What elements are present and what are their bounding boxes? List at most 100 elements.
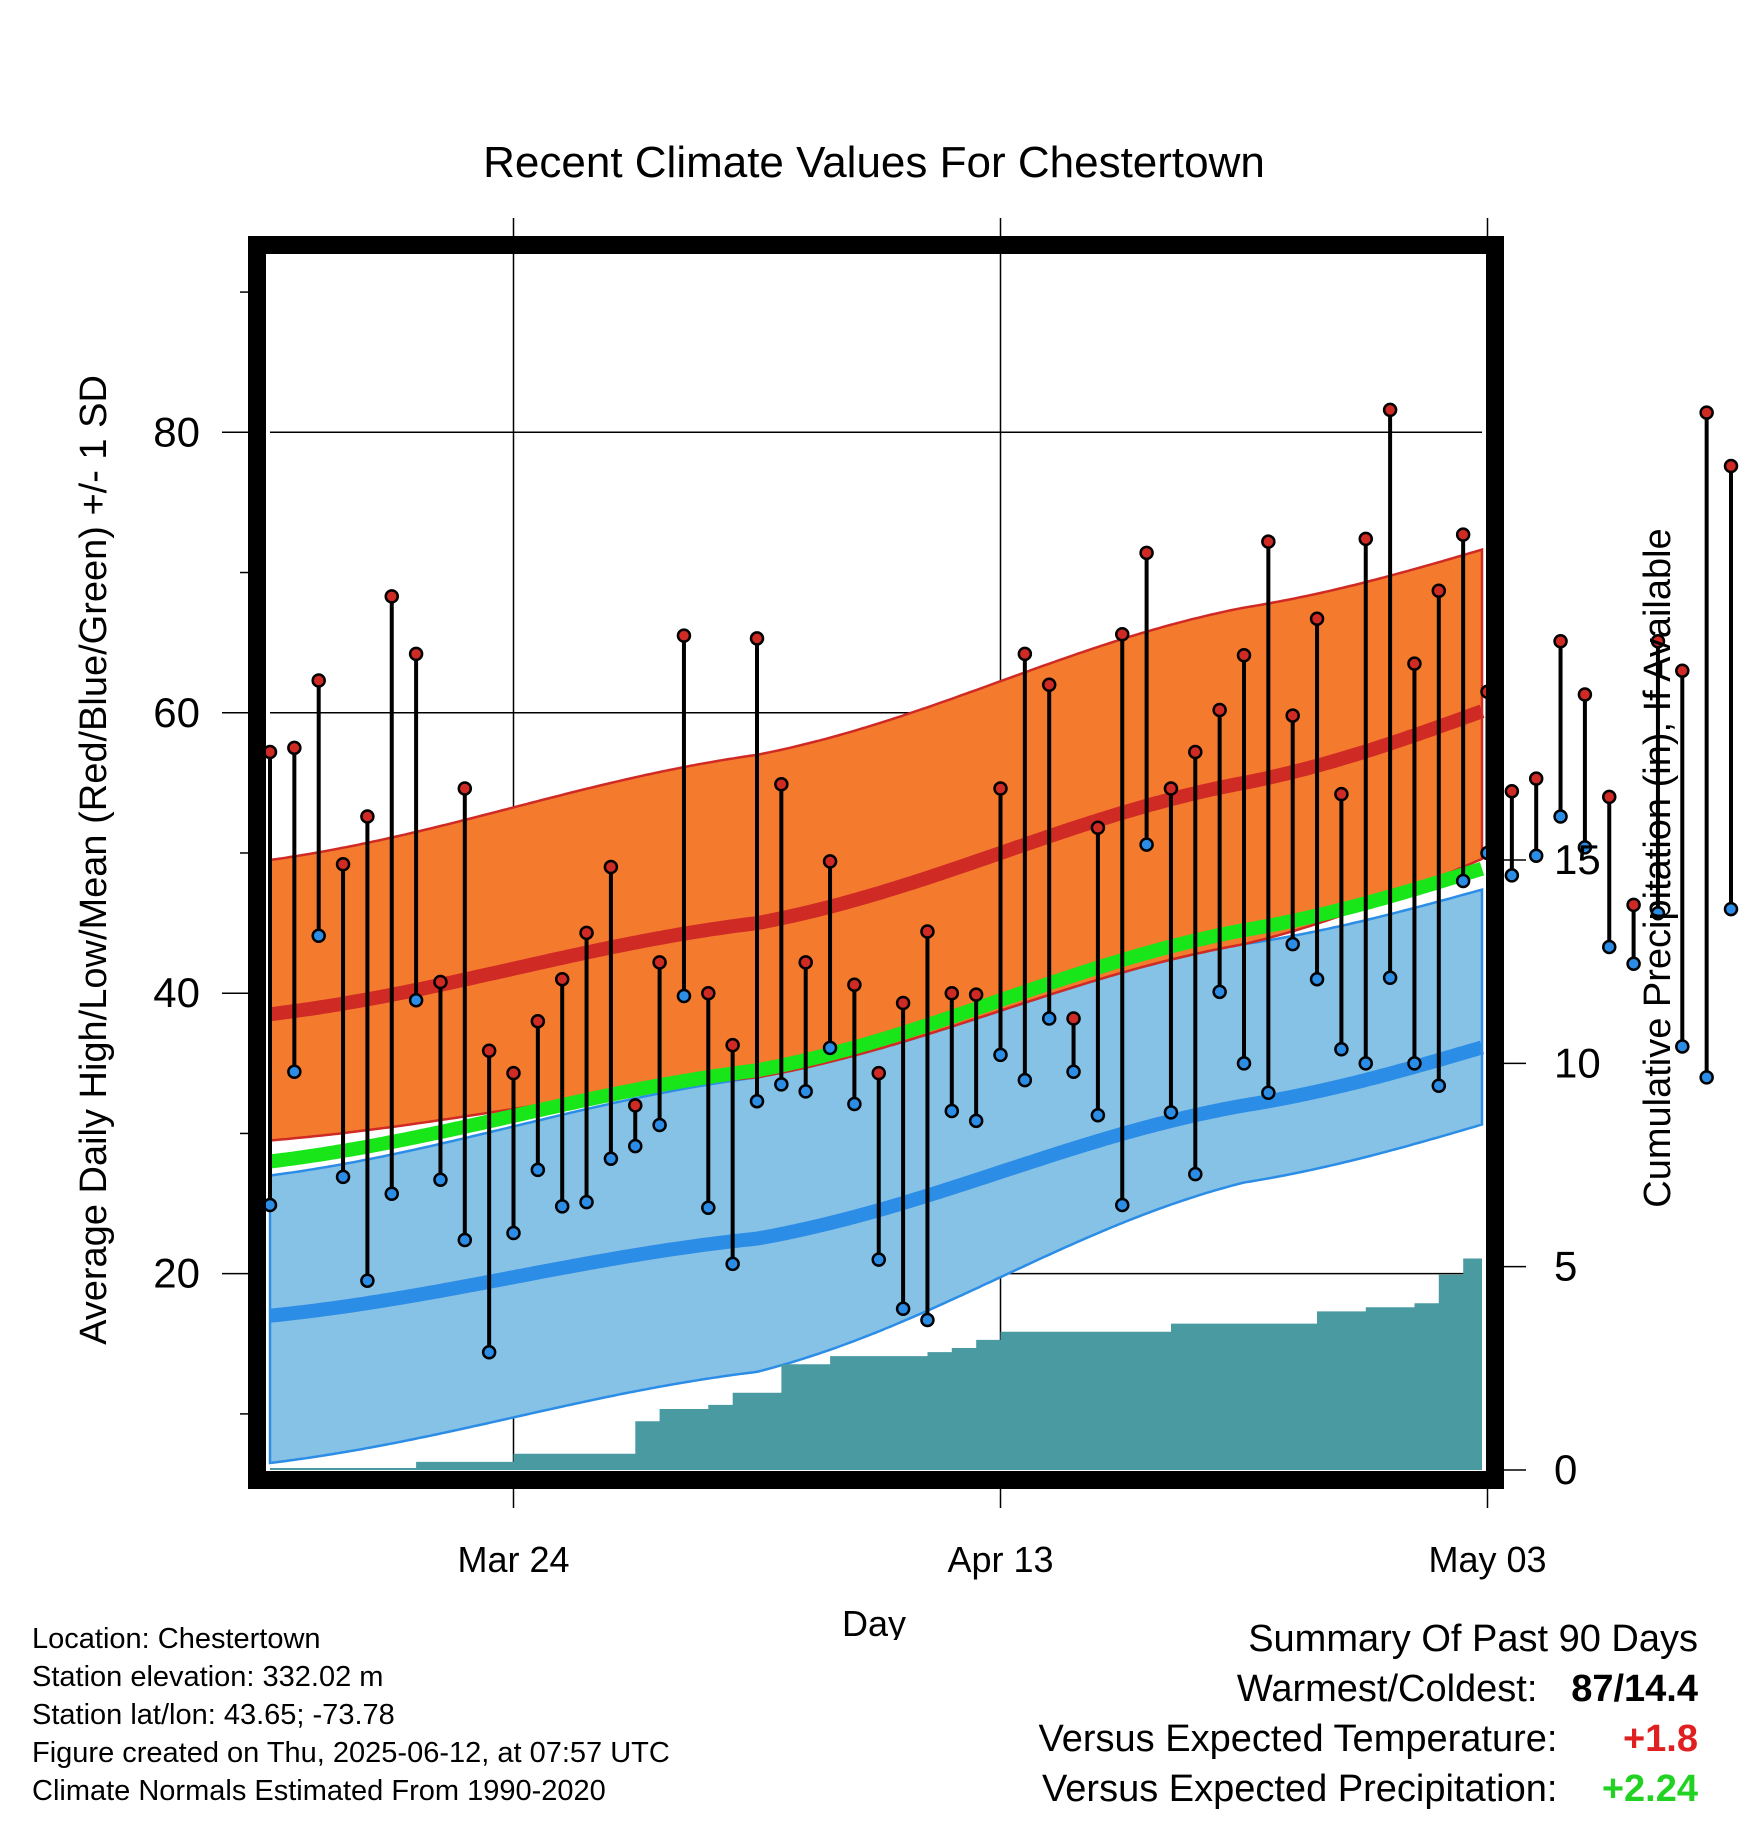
obs-low-point: [847, 1096, 862, 1112]
x-tick-label: Apr 13: [947, 1539, 1053, 1580]
obs-low-point: [1650, 906, 1666, 921]
obs-low-point: [1553, 809, 1568, 824]
obs-low-point: [1188, 1166, 1203, 1182]
obs-low-point: [554, 1199, 570, 1214]
footer-latlon: Station lat/lon: 43.65; -73.78: [32, 1699, 395, 1731]
obs-high-point: [579, 925, 594, 941]
obs-high-point: [311, 673, 326, 688]
obs-low-point: [920, 1312, 935, 1328]
obs-high-point: [481, 1043, 497, 1058]
obs-high-point: [1188, 744, 1203, 760]
low-sd-band: [268, 887, 1484, 1465]
y-axis-label: Average Daily High/Low/Mean (Red/Blue/Gr…: [73, 375, 115, 1345]
obs-high-point: [603, 859, 619, 875]
obs-low-point: [408, 992, 424, 1008]
obs-high-point: [676, 628, 692, 643]
x-tick-label: May 03: [1428, 1539, 1546, 1580]
obs-low-point: [1504, 868, 1520, 883]
obs-low-point: [628, 1138, 643, 1154]
obs-high-point: [895, 995, 911, 1011]
obs-low-point: [895, 1301, 911, 1316]
summary-precip: Versus Expected Precipitation: +2.24: [1042, 1768, 1698, 1811]
obs-high-point: [701, 985, 716, 1001]
summary-temp-value: +1.8: [1622, 1718, 1698, 1760]
summary-heading: Summary Of Past 90 Days: [1248, 1618, 1698, 1660]
obs-low-point: [1017, 1072, 1033, 1088]
y-tick-label: 80: [153, 408, 200, 455]
obs-low-point: [1675, 1039, 1690, 1054]
obs-high-point: [1334, 786, 1349, 802]
footer-created: Figure created on Thu, 2025-06-12, at 07…: [32, 1737, 670, 1769]
obs-high-point: [1017, 646, 1033, 662]
obs-high-point: [1212, 702, 1227, 718]
obs-high-point: [968, 987, 984, 1002]
obs-high-point: [1504, 784, 1520, 799]
chart-title: Recent Climate Values For Chestertown: [483, 138, 1265, 187]
y-tick-label: 60: [153, 689, 200, 736]
obs-high-point: [1382, 402, 1398, 418]
obs-high-point: [749, 631, 765, 646]
obs-low-point: [1041, 1011, 1057, 1026]
obs-low-point: [774, 1077, 789, 1092]
obs-high-point: [798, 955, 813, 970]
obs-high-point: [1650, 633, 1666, 649]
footer-elevation: Station elevation: 332.02 m: [32, 1661, 384, 1693]
obs-high-point: [1163, 781, 1179, 796]
obs-high-point: [1090, 820, 1106, 835]
obs-low-point: [384, 1186, 399, 1201]
footer-info: Location: Chestertown Station elevation:…: [32, 1620, 670, 1810]
obs-low-point: [1163, 1105, 1179, 1120]
obs-high-point: [1723, 458, 1739, 474]
y2-tick-label: 15: [1554, 836, 1601, 883]
obs-high-point: [457, 781, 473, 796]
cumulative-precip-area: [270, 908, 1482, 1470]
obs-low-point: [1407, 1056, 1422, 1071]
obs-low-point: [1699, 1070, 1714, 1085]
obs-low-point: [1090, 1107, 1106, 1123]
x-tick-label: Mar 24: [457, 1539, 569, 1580]
summary-temp-label: Versus Expected Temperature:: [1038, 1718, 1558, 1760]
obs-low-point: [1236, 1056, 1252, 1071]
obs-low-point: [1334, 1042, 1349, 1057]
obs-high-point: [822, 854, 838, 869]
obs-low-point: [944, 1103, 960, 1119]
obs-high-point: [628, 1098, 643, 1113]
obs-high-point: [1431, 583, 1447, 599]
obs-low-point: [1139, 837, 1154, 852]
normal-mean-line: [269, 862, 1485, 1169]
obs-low-point: [603, 1151, 619, 1166]
normal-high-line: [269, 704, 1485, 1022]
obs-high-point: [1699, 405, 1714, 420]
obs-low-point: [579, 1194, 594, 1210]
obs-high-point: [1602, 789, 1617, 805]
obs-high-point: [1066, 1011, 1081, 1026]
obs-low-point: [749, 1093, 765, 1109]
obs-low-point: [360, 1273, 375, 1288]
obs-high-point: [993, 781, 1008, 796]
y2-tick-label: 0: [1554, 1446, 1577, 1493]
obs-low-point: [1261, 1085, 1276, 1101]
obs-high-point: [384, 589, 399, 604]
obs-low-point: [311, 928, 326, 943]
obs-low-point: [1577, 840, 1593, 855]
y-tick-label: 40: [153, 969, 200, 1016]
obs-low-point: [287, 1064, 302, 1079]
obs-low-point: [530, 1162, 546, 1178]
summary-temp: Versus Expected Temperature: +1.8: [1039, 1718, 1698, 1761]
observed-temps: [262, 402, 1739, 1360]
obs-low-point: [1115, 1197, 1130, 1213]
obs-high-point: [1358, 531, 1373, 547]
obs-low-point: [1066, 1064, 1081, 1079]
obs-high-point: [335, 856, 351, 872]
y2-tick-label: 5: [1554, 1243, 1577, 1290]
summary-precip-value: +2.24: [1601, 1768, 1698, 1810]
obs-high-point: [506, 1065, 521, 1081]
obs-low-point: [1285, 936, 1300, 952]
obs-low-point: [1723, 901, 1739, 917]
obs-low-point: [1358, 1056, 1373, 1071]
normal-bands: [268, 547, 1485, 1465]
obs-low-point: [433, 1172, 448, 1187]
obs-low-point: [481, 1344, 497, 1360]
